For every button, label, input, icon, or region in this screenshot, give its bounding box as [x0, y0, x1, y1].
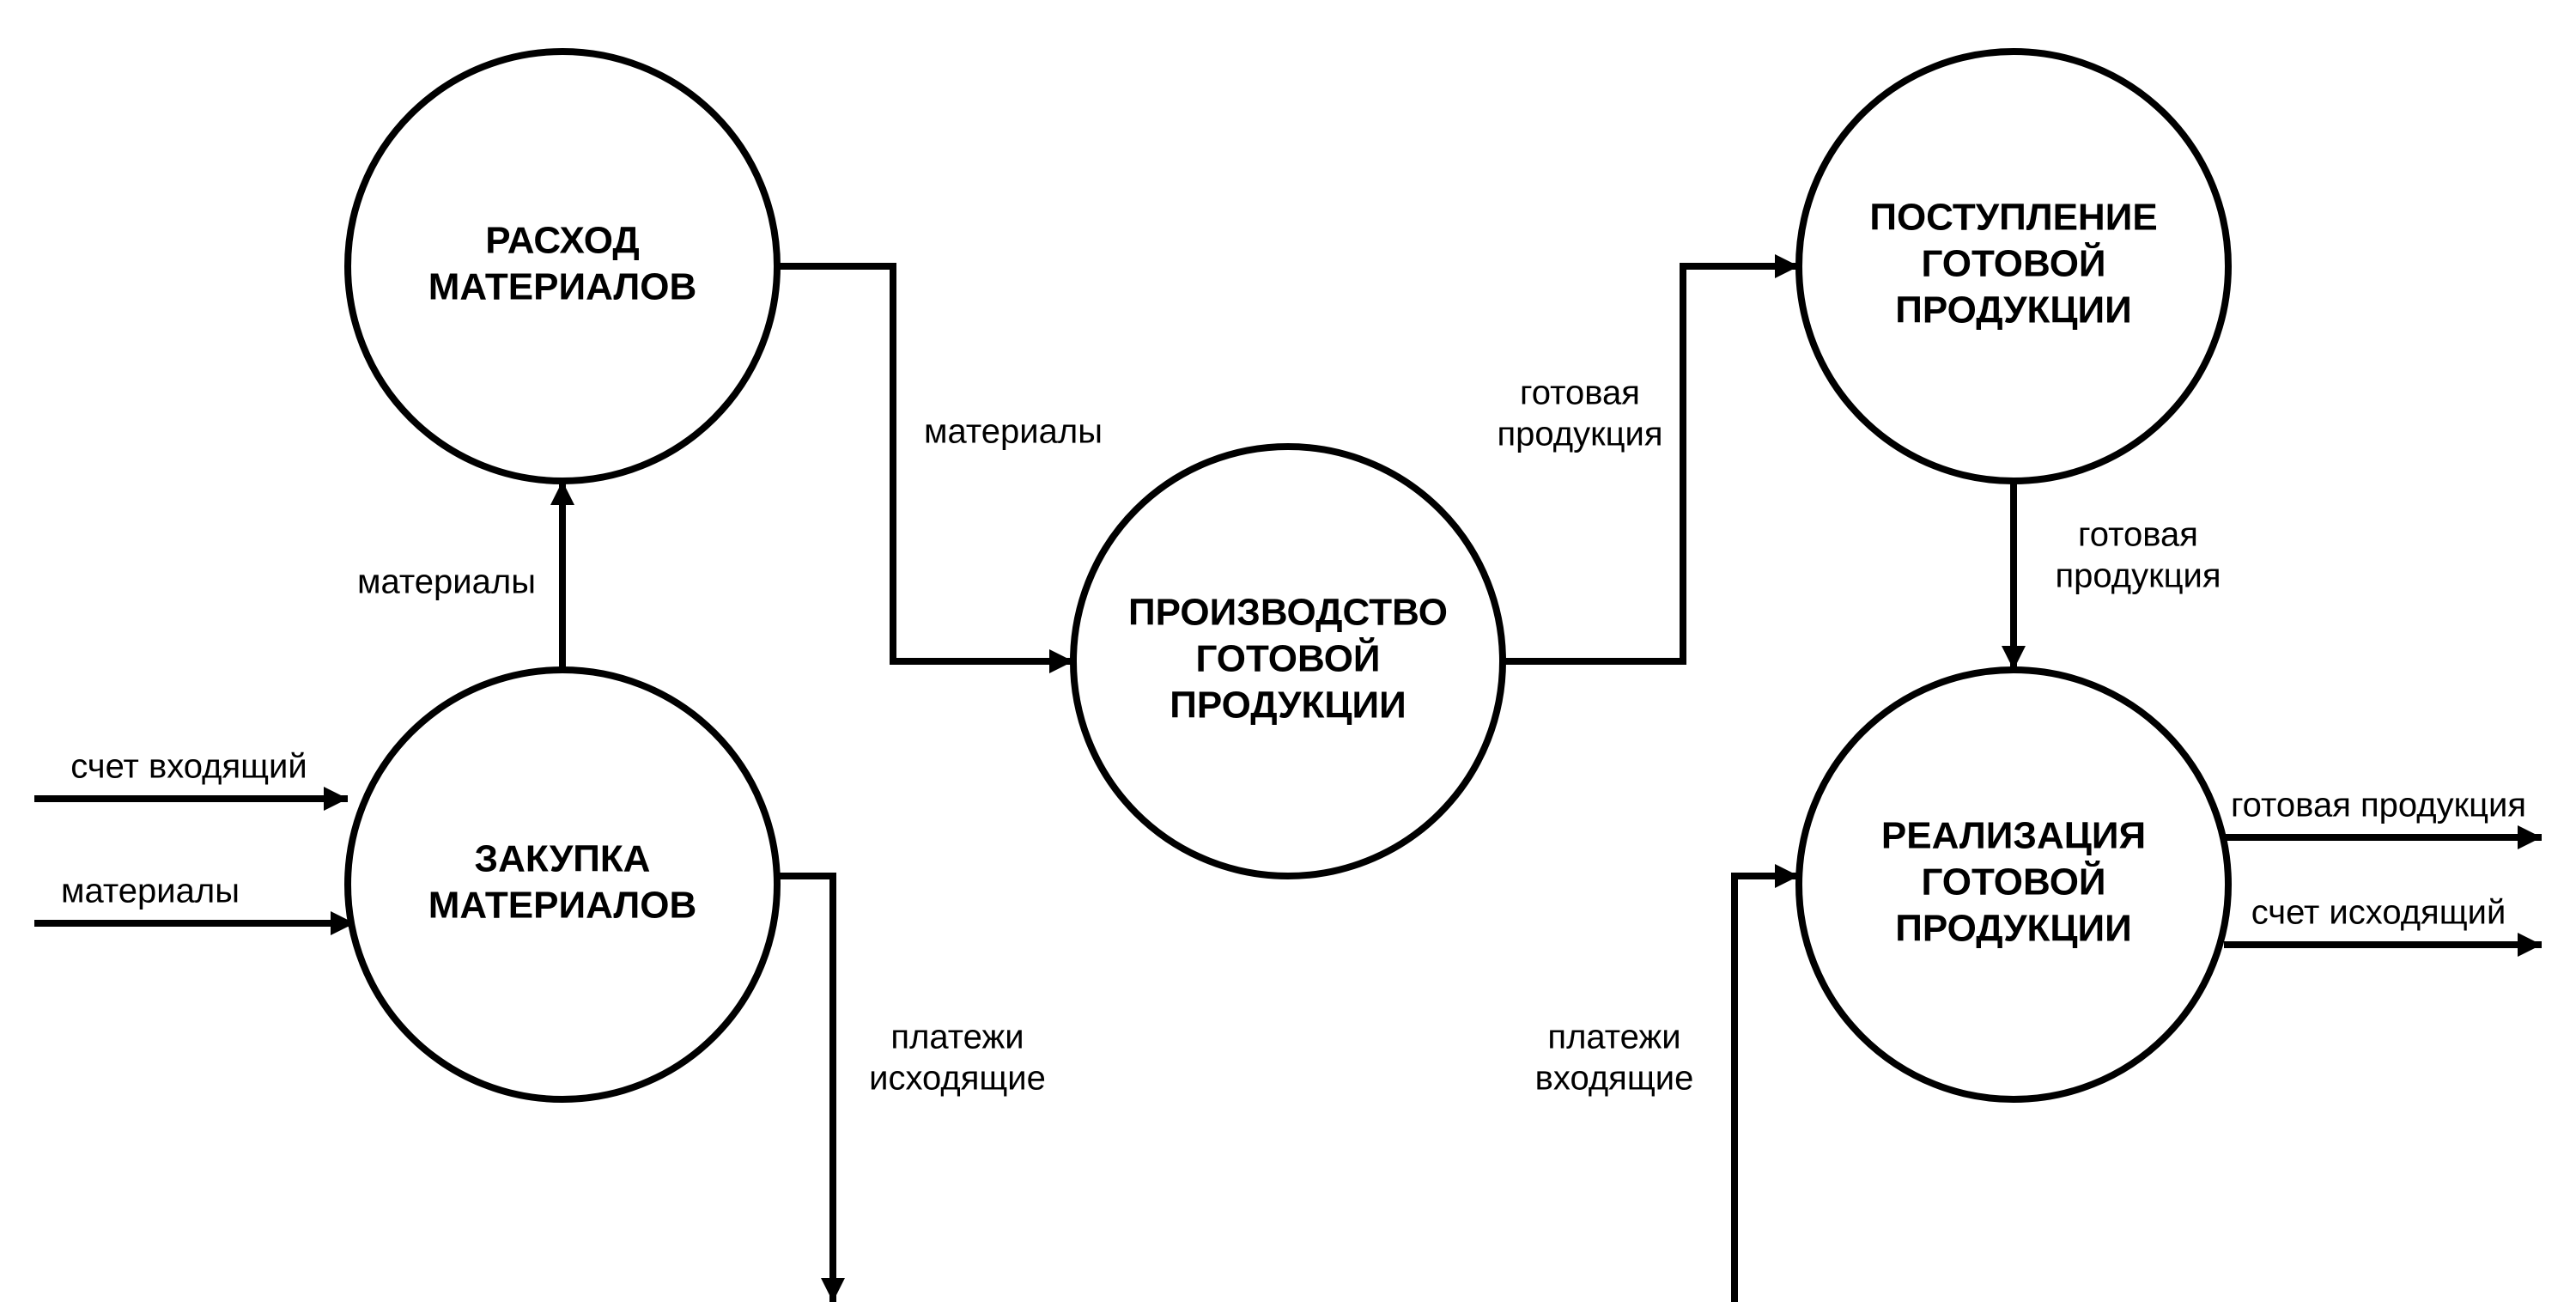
- edge-e_in_materials: материалы: [34, 873, 355, 935]
- edge-label: материалы: [61, 873, 240, 910]
- node-label: МАТЕРИАЛОВ: [428, 266, 697, 308]
- edge-e_n5_out_product: готовая продукция: [2222, 787, 2542, 849]
- arrowhead-icon: [821, 1278, 845, 1302]
- node-label: ГОТОВОЙ: [1921, 241, 2105, 285]
- node-label: МАТЕРИАЛОВ: [428, 885, 697, 927]
- edge-label: материалы: [357, 563, 536, 601]
- edge-e_n2_n1: материалы: [357, 481, 574, 670]
- arrowhead-icon: [324, 787, 348, 811]
- edge-e_n1_n3: материалы: [777, 266, 1103, 673]
- edge-e_n2_out_payments: платежи исходящие: [777, 876, 1046, 1302]
- edge-label: платежи: [890, 1019, 1024, 1056]
- edge-label: готовая продукция: [2231, 787, 2526, 824]
- edge-e_in_payments_n5: платежи входящие: [1535, 864, 1799, 1302]
- edge-label: готовая: [2078, 516, 2198, 554]
- arrowhead-icon: [2518, 825, 2542, 849]
- edge-label: счет входящий: [70, 748, 307, 786]
- node-label: РЕАЛИЗАЦИЯ: [1881, 815, 2146, 857]
- node-label: ПРОДУКЦИИ: [1895, 908, 2132, 950]
- node-label: РАСХОД: [485, 220, 639, 262]
- node-label: ПРОДУКЦИИ: [1170, 684, 1406, 727]
- arrowhead-icon: [1049, 649, 1073, 673]
- arrowhead-icon: [1775, 254, 1799, 278]
- edge-label: готовая: [1520, 374, 1640, 412]
- node-label: ГОТОВОЙ: [1195, 636, 1380, 680]
- arrowhead-icon: [550, 481, 574, 505]
- nodes-layer: РАСХОДМАТЕРИАЛОВЗАКУПКАМАТЕРИАЛОВПРОИЗВО…: [348, 52, 2228, 1099]
- edge-label: исходящие: [869, 1060, 1046, 1098]
- edge-label: входящие: [1535, 1060, 1694, 1098]
- node-label: ПОСТУПЛЕНИЕ: [1869, 197, 2157, 239]
- node-label: ПРОИЗВОДСТВО: [1128, 592, 1448, 634]
- node-label: ПРОДУКЦИИ: [1895, 289, 2132, 332]
- edge-e_n5_out_invoice: счет исходящий: [2224, 894, 2542, 957]
- node-label: ГОТОВОЙ: [1921, 860, 2105, 903]
- node-n1: РАСХОДМАТЕРИАЛОВ: [348, 52, 777, 481]
- edge-e_n3_n4: готовая продукция: [1497, 254, 1799, 661]
- edge-e_n4_n5: готоваяпродукция: [2002, 481, 2221, 670]
- edge-label: платежи: [1547, 1019, 1680, 1056]
- edge-e_in_invoice: счет входящий: [34, 748, 348, 811]
- arrowhead-icon: [2002, 646, 2026, 670]
- arrowhead-icon: [2518, 933, 2542, 957]
- node-n2: ЗАКУПКА МАТЕРИАЛОВ: [348, 670, 777, 1099]
- node-n4: ПОСТУПЛЕНИЕГОТОВОЙПРОДУКЦИИ: [1799, 52, 2228, 481]
- node-n3: ПРОИЗВОДСТВОГОТОВОЙПРОДУКЦИИ: [1073, 447, 1503, 876]
- flowchart-canvas: материалы счет входящий материалы платежи ис…: [0, 0, 2576, 1302]
- node-label: ЗАКУПКА: [475, 838, 651, 880]
- edge-label: продукция: [2055, 557, 2221, 595]
- edge-label: материалы: [924, 413, 1103, 451]
- arrowhead-icon: [1775, 864, 1799, 888]
- edge-label: счет исходящий: [2251, 894, 2506, 932]
- node-n5: РЕАЛИЗАЦИЯГОТОВОЙ ПРОДУКЦИИ: [1799, 670, 2228, 1099]
- edge-label: продукция: [1497, 416, 1662, 453]
